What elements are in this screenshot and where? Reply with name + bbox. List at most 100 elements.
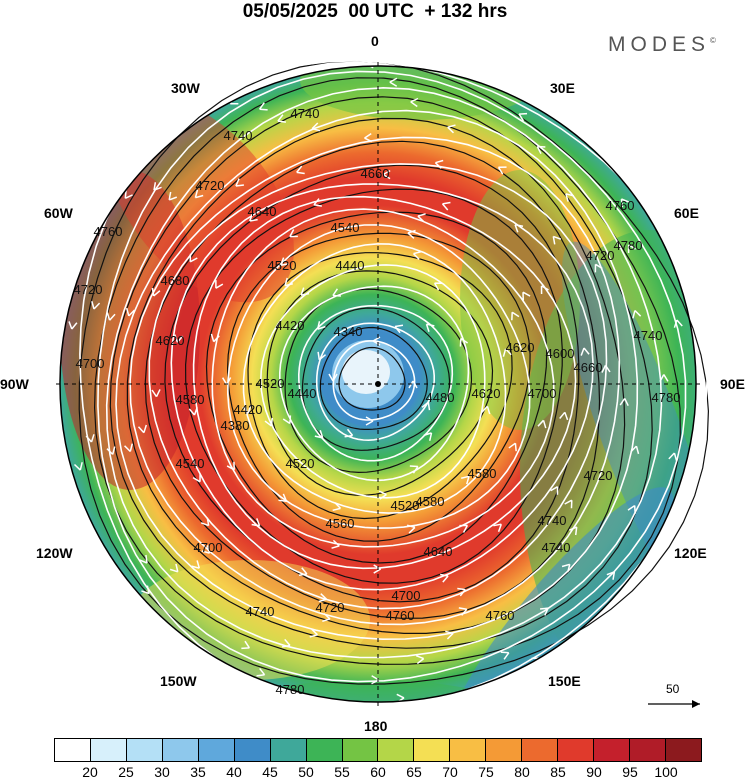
streamline-arrowhead bbox=[68, 321, 78, 330]
contour-label: 4440 bbox=[336, 258, 365, 273]
colorbar-tick-label: 75 bbox=[478, 764, 494, 780]
streamline-arrowhead bbox=[191, 560, 201, 569]
contour-label: 4560 bbox=[326, 516, 355, 531]
height-contour bbox=[126, 117, 626, 634]
streamline-arrowhead bbox=[378, 490, 387, 500]
contour-label: 4680 bbox=[161, 273, 190, 288]
streamline-arrowhead bbox=[425, 323, 435, 333]
streamline-arrowhead bbox=[309, 628, 319, 638]
contour-labels: 4740 4740 4660 4640 4720 4760 4680 4720 4700 4620… bbox=[74, 106, 681, 697]
height-contour bbox=[184, 188, 563, 584]
streamline bbox=[192, 195, 577, 570]
modes-logo: MODES© bbox=[608, 33, 716, 57]
height-contour bbox=[247, 252, 513, 520]
streamline-arrowhead bbox=[447, 124, 456, 134]
streamline-arrowhead bbox=[518, 112, 528, 122]
lon-label-60e: 60E bbox=[674, 205, 699, 221]
height-contour bbox=[319, 326, 428, 430]
contour-label: 4700 bbox=[76, 356, 105, 371]
contour-label: 4720 bbox=[74, 282, 103, 297]
colorbar-segment bbox=[162, 739, 199, 761]
streamline-arrowhead bbox=[627, 244, 636, 253]
contour-label: 4600 bbox=[546, 346, 575, 361]
streamline-arrowhead bbox=[457, 587, 466, 597]
contour-label: 4760 bbox=[606, 198, 635, 213]
colorbar-ticks: 20 25 30 35 40 45 50 55 60 65 70 75 80 85 90 95 100 bbox=[54, 764, 702, 782]
streamline-arrowhead bbox=[277, 114, 286, 123]
lon-label-180: 180 bbox=[364, 718, 388, 734]
streamline-arrowhead bbox=[692, 432, 702, 441]
contour-label: 4640 bbox=[424, 544, 453, 559]
streamline-arrowhead bbox=[434, 159, 444, 169]
streamline-arrowhead bbox=[174, 334, 184, 343]
streamline-arrowhead bbox=[258, 102, 268, 111]
contour-label: 4580 bbox=[468, 466, 497, 481]
streamline-arrowhead bbox=[540, 285, 549, 294]
contour-label: 4660 bbox=[361, 166, 390, 181]
colorbar-segment bbox=[234, 739, 271, 761]
streamline-arrowhead bbox=[106, 312, 116, 321]
streamline-arrowhead bbox=[168, 191, 178, 201]
streamline-arrowhead bbox=[561, 563, 571, 573]
streamline-arrowhead bbox=[606, 571, 616, 580]
streamline-arrowhead bbox=[284, 277, 293, 287]
streamline-arrowhead bbox=[169, 563, 179, 573]
colorbar-tick-label: 20 bbox=[82, 764, 98, 780]
streamline-arrowhead bbox=[215, 280, 224, 289]
streamline-arrowhead bbox=[249, 213, 258, 222]
streamline-arrowhead bbox=[280, 257, 289, 266]
colorbar-segment bbox=[342, 739, 379, 761]
contour-label: 4720 bbox=[584, 468, 613, 483]
colorbar-segment bbox=[414, 739, 451, 761]
streamline-arrowhead bbox=[522, 291, 531, 301]
contour-label: 4780 bbox=[652, 390, 681, 405]
streamline-arrowhead bbox=[322, 612, 331, 623]
streamline-arrowhead bbox=[389, 77, 398, 87]
streamline-arrowhead bbox=[364, 132, 373, 143]
streamline-arrowhead bbox=[569, 526, 578, 536]
colorbar-segment bbox=[198, 739, 235, 761]
wind-speed-field bbox=[60, 66, 696, 702]
contour-label: 4540 bbox=[176, 456, 205, 471]
colorbar-tick-label: 25 bbox=[118, 764, 134, 780]
streamline-arrowhead bbox=[421, 401, 431, 411]
streamline-arrowhead bbox=[141, 585, 150, 595]
colorbar-segment bbox=[126, 739, 163, 761]
streamline-arrowhead bbox=[508, 442, 517, 452]
streamline-arrowhead bbox=[91, 301, 101, 310]
contour-label: 4520 bbox=[286, 456, 315, 471]
contour-label: 4620 bbox=[156, 333, 185, 348]
contour-label: 4580 bbox=[176, 392, 205, 407]
reference-vector bbox=[648, 700, 700, 708]
contour-label: 4480 bbox=[426, 390, 455, 405]
contour-label: 4540 bbox=[331, 220, 360, 235]
streamline bbox=[242, 243, 507, 514]
streamline-arrowhead bbox=[550, 486, 559, 495]
streamline-arrowhead bbox=[668, 452, 678, 461]
streamline-arrowhead bbox=[125, 307, 135, 317]
streamline-arrowhead bbox=[365, 416, 374, 426]
lon-label-90w: 90W bbox=[0, 376, 29, 392]
contour-label: 4640 bbox=[248, 204, 277, 219]
streamline bbox=[170, 183, 594, 591]
streamline-arrowhead bbox=[188, 407, 198, 416]
streamline-arrowhead bbox=[153, 182, 162, 191]
colorbar-tick-label: 60 bbox=[370, 764, 386, 780]
streamline-arrowhead bbox=[281, 638, 291, 648]
contour-label: 4740 bbox=[634, 328, 663, 343]
streamline-arrowhead bbox=[497, 166, 507, 175]
streamline-arrowhead bbox=[423, 432, 433, 441]
streamline bbox=[115, 109, 639, 641]
contour-label: 4780 bbox=[614, 238, 643, 253]
streamline-arrowhead bbox=[493, 523, 503, 533]
contour-label: 4380 bbox=[221, 418, 250, 433]
streamline-arrowhead bbox=[659, 374, 669, 382]
streamline-arrowhead bbox=[282, 415, 292, 425]
streamline-arrowhead bbox=[106, 446, 116, 455]
streamline-arrowhead bbox=[504, 85, 514, 95]
streamline-arrowhead bbox=[235, 178, 244, 187]
streamline-arrowhead bbox=[318, 593, 328, 603]
streamline-arrowhead bbox=[331, 539, 340, 549]
streamline-arrowhead bbox=[552, 235, 562, 245]
lon-label-0: 0 bbox=[371, 33, 379, 49]
